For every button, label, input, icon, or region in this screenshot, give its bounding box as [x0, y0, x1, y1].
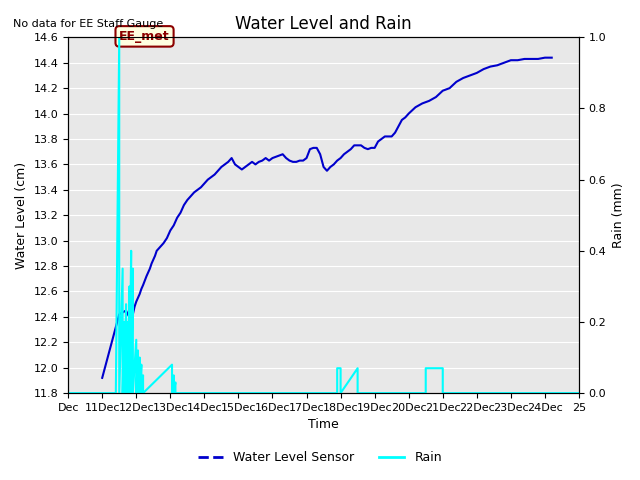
- X-axis label: Time: Time: [308, 419, 339, 432]
- Text: EE_met: EE_met: [119, 30, 170, 43]
- Y-axis label: Water Level (cm): Water Level (cm): [15, 162, 28, 269]
- Y-axis label: Rain (mm): Rain (mm): [612, 182, 625, 248]
- Title: Water Level and Rain: Water Level and Rain: [236, 15, 412, 33]
- Legend: Water Level Sensor, Rain: Water Level Sensor, Rain: [193, 446, 447, 469]
- Text: No data for EE Staff Gauge: No data for EE Staff Gauge: [13, 19, 163, 29]
